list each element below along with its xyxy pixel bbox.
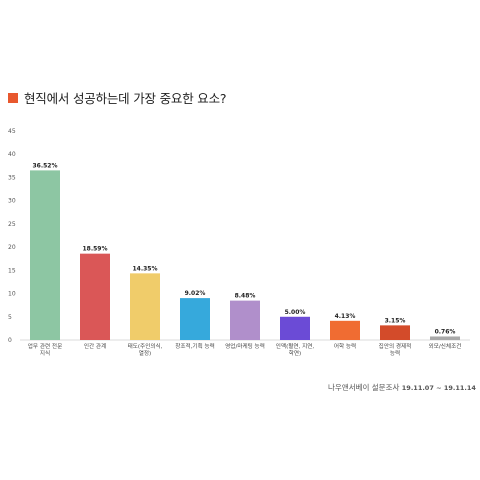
y-tick-label: 35 [8,174,16,181]
data-label: 14.35% [133,265,158,272]
bar [330,320,360,340]
data-label: 3.15% [385,317,406,324]
x-tick-label: 업무 관련 전문 [28,342,62,350]
chart-title: 현직에서 성공하는데 가장 중요한 요소? [8,88,227,107]
y-tick-label: 15 [8,267,16,274]
y-tick-label: 45 [8,128,16,135]
y-tick-label: 5 [8,314,12,321]
y-tick-label: 0 [8,337,12,344]
x-tick-label: 집안의 경제적 [379,342,412,350]
y-tick-label: 10 [8,291,16,298]
y-tick-label: 20 [8,244,16,251]
bar [30,170,60,340]
bar [380,325,410,340]
data-label: 5.00% [285,309,306,316]
data-label: 4.13% [335,313,356,320]
x-tick-label: 열정) [139,349,151,357]
source-label: 나우앤서베이 설문조사 [328,383,400,392]
x-tick-label: 인간 관계 [84,342,106,350]
data-label: 0.76% [435,328,456,335]
data-label: 9.02% [185,290,206,297]
bar [430,336,460,340]
x-tick-label: 영업/마케팅 능력 [225,342,265,350]
source-dates: 19.11.07 ~ 19.11.14 [401,384,476,392]
x-tick-label: 창조적,기획 능력 [175,342,215,350]
bar [230,300,260,340]
x-tick-label: 외모/신체조건 [429,342,462,350]
bar [180,298,210,340]
bar [130,273,160,340]
y-tick-label: 25 [8,221,16,228]
y-tick-label: 30 [8,198,16,205]
x-tick-label: 지식 [40,349,50,357]
y-tick-label: 40 [8,151,16,158]
chart-title-text: 현직에서 성공하는데 가장 중요한 요소? [24,91,227,106]
source-note: 나우앤서베이 설문조사 19.11.07 ~ 19.11.14 [328,382,476,393]
bar [280,316,310,340]
data-label: 36.52% [33,162,58,169]
x-tick-label: 능력 [390,349,400,357]
x-tick-label: 인맥(혈연, 지연, [276,342,315,350]
x-tick-label: 태도(주인의식, [128,342,163,350]
data-label: 18.59% [83,246,108,253]
x-tick-label: 어학 능력 [334,342,356,350]
x-tick-label: 학연) [289,349,301,357]
data-label: 8.48% [235,293,256,300]
bar [80,253,110,340]
title-marker [8,92,18,103]
